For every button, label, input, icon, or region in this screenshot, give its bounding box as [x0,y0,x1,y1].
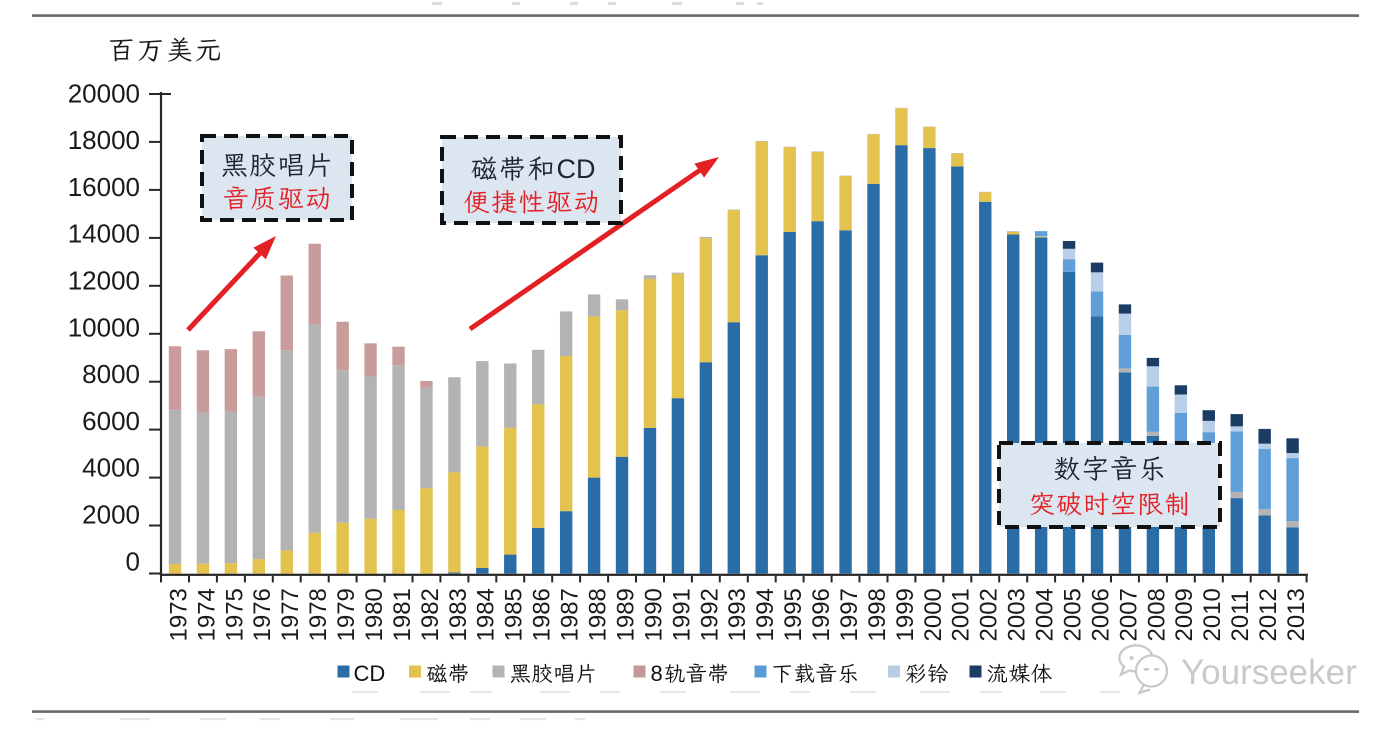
svg-text:2008: 2008 [1143,588,1170,641]
svg-text:10000: 10000 [68,312,140,342]
svg-text:CD: CD [354,661,386,686]
svg-text:1990: 1990 [640,588,667,641]
svg-text:1977: 1977 [277,588,304,641]
svg-text:18000: 18000 [68,125,140,155]
svg-text:1988: 1988 [585,588,612,641]
svg-text:1986: 1986 [529,588,556,641]
svg-text:1992: 1992 [696,588,723,641]
svg-text:2000: 2000 [82,500,140,530]
svg-text:1974: 1974 [193,588,220,641]
svg-text:1993: 1993 [724,588,751,641]
svg-text:1979: 1979 [333,588,360,641]
svg-text:2004: 2004 [1032,588,1059,641]
svg-text:1976: 1976 [249,588,276,641]
svg-text:Yourseeker: Yourseeker [1181,653,1357,692]
svg-text:0: 0 [126,546,140,576]
svg-text:1999: 1999 [892,588,919,641]
svg-text:16000: 16000 [68,172,140,202]
svg-text:1982: 1982 [417,588,444,641]
svg-text:1975: 1975 [221,588,248,641]
svg-text:14000: 14000 [68,219,140,249]
svg-text:2002: 2002 [976,588,1003,641]
svg-text:2001: 2001 [948,588,975,641]
svg-text:12000: 12000 [68,266,140,296]
svg-text:6000: 6000 [82,406,140,436]
svg-text:2007: 2007 [1115,588,1142,641]
svg-text:20000: 20000 [68,78,140,108]
svg-text:1989: 1989 [612,588,639,641]
svg-text:1983: 1983 [445,588,472,641]
svg-text:1973: 1973 [165,588,192,641]
svg-text:1994: 1994 [752,588,779,641]
svg-text:2010: 2010 [1199,588,1226,641]
svg-text:2003: 2003 [1004,588,1031,641]
svg-text:1984: 1984 [473,588,500,641]
svg-text:2006: 2006 [1087,588,1114,641]
svg-text:1997: 1997 [836,588,863,641]
svg-text:2013: 2013 [1283,588,1310,641]
svg-text:2005: 2005 [1059,588,1086,641]
svg-text:CD: CD [557,154,596,184]
svg-text:1995: 1995 [780,588,807,641]
svg-text:1991: 1991 [668,588,695,641]
svg-text:2000: 2000 [920,588,947,641]
svg-text:1987: 1987 [557,588,584,641]
svg-text:1981: 1981 [389,588,416,641]
svg-text:1998: 1998 [864,588,891,641]
svg-text:1996: 1996 [808,588,835,641]
svg-text:2011: 2011 [1227,590,1254,642]
svg-text:2012: 2012 [1255,588,1282,641]
svg-text:1980: 1980 [361,588,388,641]
svg-text:4000: 4000 [82,453,140,483]
svg-text:2009: 2009 [1171,588,1198,641]
svg-text:1985: 1985 [501,588,528,641]
svg-text:8: 8 [651,661,663,686]
svg-text:8000: 8000 [82,359,140,389]
svg-text:1978: 1978 [305,588,332,641]
